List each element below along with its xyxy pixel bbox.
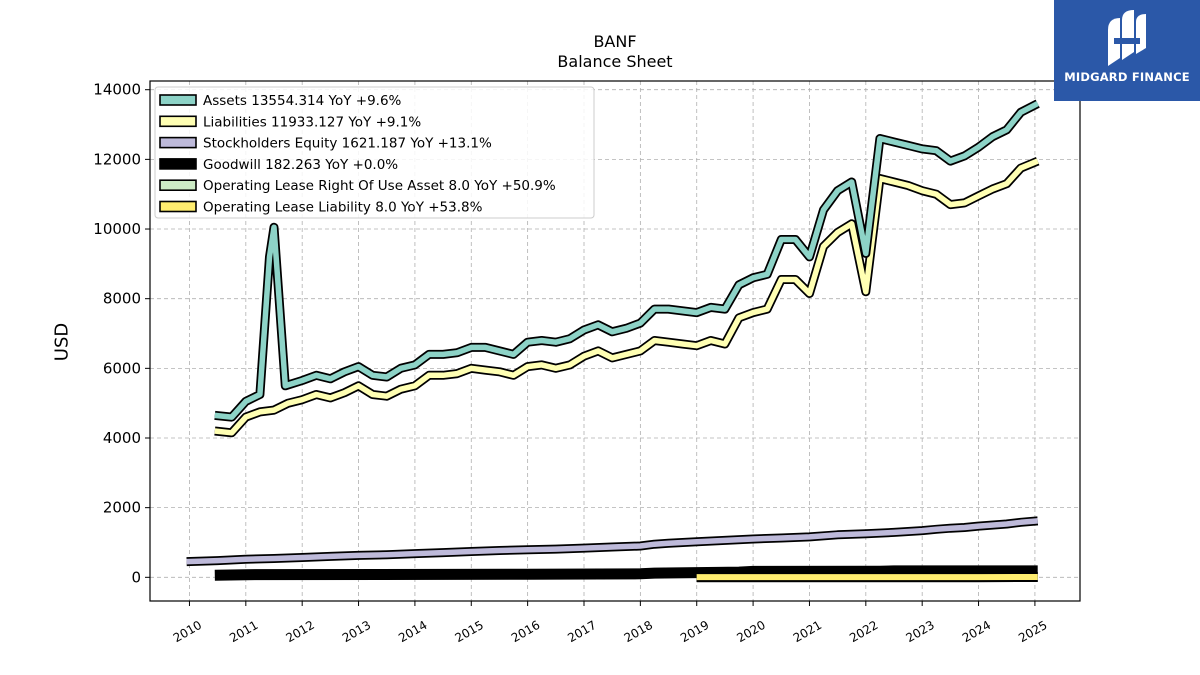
legend-label: Goodwill 182.263 YoY +0.0% (203, 157, 398, 173)
y-tick-label: 12000 (93, 150, 141, 168)
series-line-stockholders-equity (186, 518, 1038, 565)
logo-text: MIDGARD FINANCE (1064, 70, 1190, 84)
chart-title: BANF (593, 32, 637, 51)
chart-subtitle: Balance Sheet (557, 52, 673, 71)
series-line-assets (214, 101, 1039, 420)
legend-label: Operating Lease Liability 8.0 YoY +53.8% (203, 200, 483, 216)
legend-swatch (159, 94, 197, 106)
legend-label: Liabilities 11933.127 YoY +9.1% (203, 114, 421, 130)
x-tick-label: 2011 (227, 618, 260, 645)
x-tick-label: 2020 (734, 618, 767, 645)
x-tick-label: 2025 (1016, 618, 1049, 645)
series-group (186, 99, 1040, 583)
legend: Assets 13554.314 YoY +9.6% Liabilities 11… (154, 86, 595, 219)
x-tick-label: 2012 (283, 618, 316, 645)
legend-label: Stockholders Equity 1621.187 YoY +13.1% (203, 136, 492, 152)
legend-swatch (159, 179, 197, 191)
x-tick-label: 2019 (678, 618, 711, 645)
legend-swatch (159, 115, 197, 128)
legend-label: Operating Lease Right Of Use Asset 8.0 Y… (203, 178, 556, 194)
x-tick-label: 2010 (171, 618, 204, 645)
legend-swatch (159, 158, 197, 170)
y-tick-label: 4000 (103, 429, 141, 447)
x-tick-label: 2023 (903, 618, 936, 645)
legend-swatch (159, 200, 197, 213)
legend-swatch (159, 136, 197, 149)
x-tick-label: 2024 (960, 618, 993, 645)
legend-label: Assets 13554.314 YoY +9.6% (203, 93, 402, 109)
x-tick-label: 2017 (565, 618, 598, 645)
x-tick-label: 2015 (453, 618, 486, 645)
y-tick-label: 10000 (93, 220, 141, 238)
x-tick-label: 2018 (622, 618, 655, 645)
y-axis-label: USD (51, 322, 73, 362)
midgard-finance-logo: MIDGARD FINANCE (1054, 0, 1200, 101)
x-tick-label: 2021 (791, 618, 824, 645)
plot-frame (149, 80, 1081, 602)
y-tick-label: 14000 (93, 81, 141, 99)
y-tick-label: 0 (131, 568, 141, 586)
midgard-logo-icon (1108, 10, 1146, 66)
x-tick-label: 2016 (509, 618, 542, 645)
legend-box (154, 86, 595, 219)
y-tick-label: 8000 (103, 290, 141, 308)
y-tick-label: 2000 (103, 499, 141, 517)
x-tick-label: 2014 (396, 618, 429, 645)
y-tick-label: 6000 (103, 359, 141, 377)
x-tick-label: 2013 (340, 618, 373, 645)
series-line-liabilities (214, 158, 1039, 436)
x-tick-label: 2022 (847, 618, 880, 645)
